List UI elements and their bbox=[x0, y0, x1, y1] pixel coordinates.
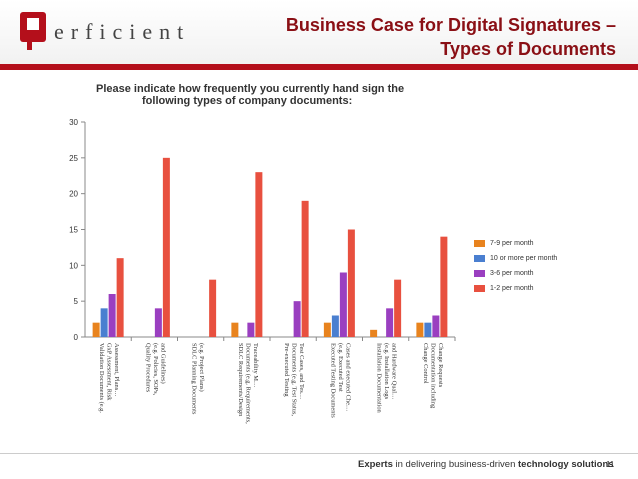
x-tick-label: Validation Documents (e.g. bbox=[98, 343, 105, 413]
legend-item: 10 or more per month bbox=[474, 251, 614, 266]
x-tick-label: SDLC Requirements/Design bbox=[237, 343, 244, 417]
x-tick-label-group: Quality Procedures (e.g. Policies, SOPs, a… bbox=[144, 343, 166, 396]
y-tick-label: 20 bbox=[69, 190, 78, 199]
x-tick-label: Cases and executed Che… bbox=[344, 343, 351, 411]
bar-1-2-per-month bbox=[162, 157, 170, 337]
y-tick-label: 30 bbox=[69, 118, 78, 127]
x-tick-label: and Guidelines) bbox=[159, 343, 166, 384]
bar-1-2-per-month bbox=[440, 236, 448, 337]
legend-swatch bbox=[474, 270, 485, 277]
x-tick-label: (e.g. Executed Test bbox=[337, 343, 344, 392]
page-number: 11 bbox=[606, 460, 615, 469]
bar-1-2-per-month bbox=[209, 279, 217, 337]
x-tick-label: Assessment, Plans… bbox=[113, 343, 120, 397]
legend-label: 3-6 per month bbox=[490, 270, 534, 277]
x-tick-label: Documentation including bbox=[429, 343, 436, 409]
x-tick-label-group: Validation Documents (e.g. GxP Assessment… bbox=[98, 343, 120, 413]
legend-label: 10 or more per month bbox=[490, 255, 558, 262]
slide-header: erficient Business Case for Digital Sign… bbox=[0, 0, 638, 66]
x-tick-label: Installation Documentation bbox=[376, 343, 383, 414]
bar-7-9-per-month bbox=[92, 322, 100, 337]
tagline-bold-1: Experts bbox=[358, 459, 393, 470]
bar-1-2-per-month bbox=[394, 279, 402, 337]
footer-divider bbox=[0, 453, 638, 454]
header-divider bbox=[0, 64, 638, 70]
tagline-bold-2: technology solutions bbox=[518, 459, 614, 470]
x-tick-label: Executed Testing Documents bbox=[329, 343, 336, 418]
x-tick-label: Quality Procedures bbox=[144, 343, 151, 393]
bar-3-6-per-month bbox=[154, 308, 162, 337]
tagline-middle: in delivering business-driven bbox=[392, 459, 519, 470]
bar-10-or-more-per-month bbox=[100, 308, 108, 337]
slide-title: Business Case for Digital Signatures – T… bbox=[216, 13, 616, 61]
x-tick-label: GxP Assessment, Risk bbox=[106, 343, 113, 401]
chart-title: Please indicate how frequently you curre… bbox=[96, 83, 476, 107]
chart-title-line-2: following types of company documents: bbox=[142, 95, 353, 107]
bar-3-6-per-month bbox=[339, 272, 347, 337]
x-tick-label: Pre-executed Testing bbox=[283, 343, 290, 397]
bar-1-2-per-month bbox=[255, 172, 263, 337]
x-tick-label-group: SDLC Planning Documents (e.g. Project Pla… bbox=[191, 343, 206, 415]
legend-label: 7-9 per month bbox=[490, 240, 534, 247]
bar-10-or-more-per-month bbox=[424, 322, 432, 337]
x-tick-label-group: Installation Documentation (e.g. Installa… bbox=[376, 343, 398, 414]
x-tick-label-group: Change Control Documentation including Cha… bbox=[422, 343, 444, 409]
y-tick-label: 15 bbox=[69, 226, 78, 235]
bar-1-2-per-month bbox=[116, 258, 124, 337]
x-tick-label: Documents (e.g. Test Status, bbox=[291, 343, 298, 416]
x-tick-label-group: Executed Testing Documents (e.g. Executed… bbox=[329, 343, 351, 418]
bar-7-9-per-month bbox=[370, 329, 378, 337]
legend-swatch bbox=[474, 255, 485, 262]
bar-3-6-per-month bbox=[108, 294, 116, 337]
slide-title-line-2: Types of Documents bbox=[440, 39, 616, 59]
bar-3-6-per-month bbox=[386, 308, 394, 337]
chart-title-line-1: Please indicate how frequently you curre… bbox=[96, 83, 405, 95]
y-tick-label: 25 bbox=[69, 154, 78, 163]
bar-10-or-more-per-month bbox=[331, 315, 339, 337]
x-tick-label: Change Control bbox=[422, 343, 429, 384]
footer-tagline: Experts in delivering business-driven te… bbox=[358, 459, 614, 470]
bar-7-9-per-month bbox=[323, 322, 331, 337]
x-tick-label: Traceability M… bbox=[252, 343, 259, 387]
y-tick-label: 0 bbox=[74, 333, 79, 342]
x-tick-label: Documents (e.g. Requirements, bbox=[244, 343, 251, 424]
legend-swatch bbox=[474, 240, 485, 247]
legend-item: 3-6 per month bbox=[474, 266, 614, 281]
bar-3-6-per-month bbox=[432, 315, 440, 337]
legend-label: 1-2 per month bbox=[490, 285, 534, 292]
x-tick-label: (e.g. Policies, SOPs, bbox=[152, 343, 159, 396]
bar-3-6-per-month bbox=[247, 322, 255, 337]
bar-1-2-per-month bbox=[347, 229, 355, 337]
x-tick-label: (e.g. Installation Logs bbox=[383, 343, 390, 400]
bar-1-2-per-month bbox=[301, 200, 309, 337]
y-tick-label: 10 bbox=[69, 261, 78, 270]
legend-item: 7-9 per month bbox=[474, 236, 614, 251]
x-tick-label: and Hardware Qual… bbox=[391, 343, 398, 399]
x-tick-label-group: SDLC Requirements/Design Documents (e.g. … bbox=[237, 343, 259, 424]
logo-wordmark: erficient bbox=[54, 19, 191, 44]
chart-legend: 7-9 per month 10 or more per month 3-6 per… bbox=[474, 236, 614, 296]
bar-3-6-per-month bbox=[293, 301, 301, 337]
legend-item: 1-2 per month bbox=[474, 281, 614, 296]
bar-7-9-per-month bbox=[231, 322, 239, 337]
slide-title-line-1: Business Case for Digital Signatures – bbox=[285, 15, 616, 35]
x-tick-label-group: Pre-executed Testing Documents (e.g. Test… bbox=[283, 343, 305, 416]
y-tick-label: 5 bbox=[74, 297, 79, 306]
perficient-logo-mark bbox=[20, 12, 46, 50]
legend-swatch bbox=[474, 285, 485, 292]
x-tick-label: Change Requests bbox=[437, 343, 444, 388]
x-tick-label: Test Cases, and Tes… bbox=[298, 343, 305, 399]
x-tick-label: (e.g. Project Plans) bbox=[198, 343, 205, 392]
x-tick-label: SDLC Planning Documents bbox=[191, 343, 198, 415]
bar-7-9-per-month bbox=[416, 322, 424, 337]
bar-chart: 0 5 10 15 20 25 30 Validation Documents (e.g. Gx… bbox=[69, 118, 456, 424]
